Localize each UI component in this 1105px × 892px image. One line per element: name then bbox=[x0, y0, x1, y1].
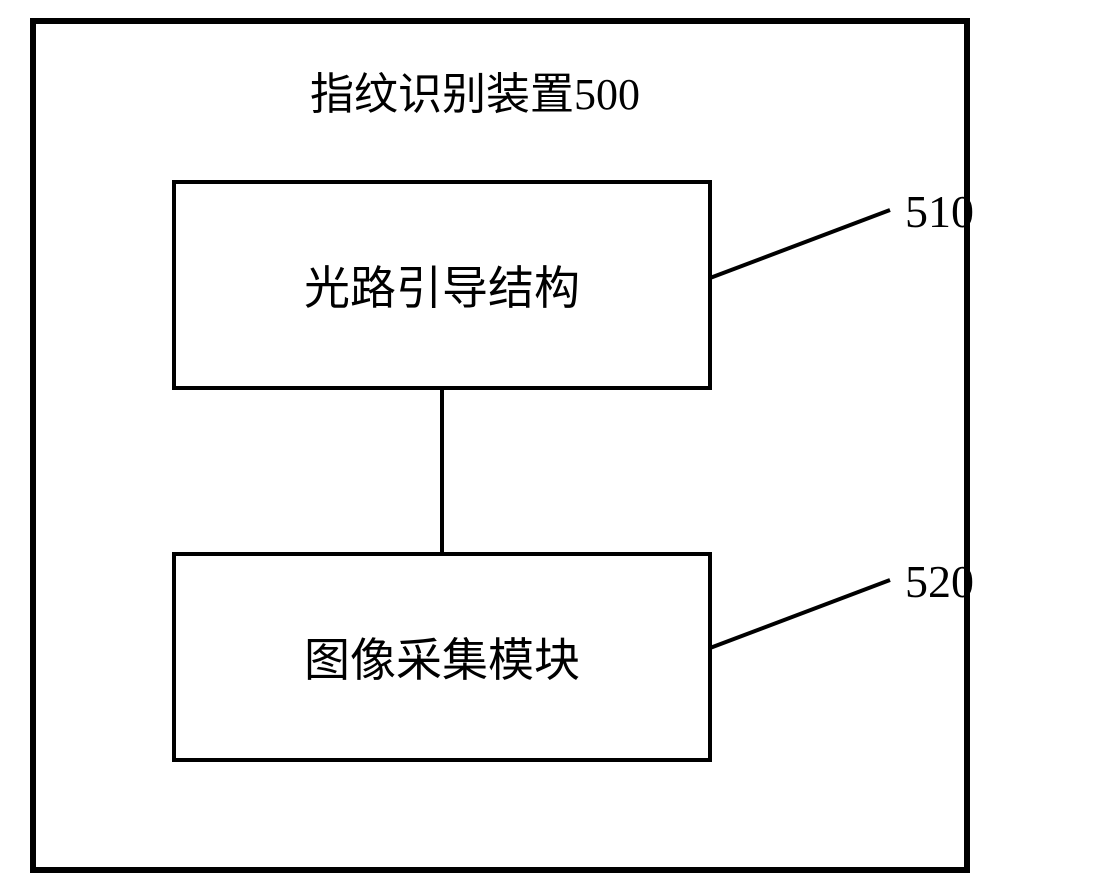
diagram-canvas: 指纹识别装置500 光路引导结构 510 图像采集模块 520 bbox=[0, 0, 1105, 892]
block-image-capture-module: 图像采集模块 bbox=[172, 552, 712, 762]
diagram-title: 指纹识别装置500 bbox=[310, 58, 640, 122]
block-optical-path-guide: 光路引导结构 bbox=[172, 180, 712, 390]
leader-line-520 bbox=[710, 580, 890, 648]
reference-number-510: 510 bbox=[905, 185, 974, 238]
leader-line-510 bbox=[710, 210, 890, 278]
connector-line bbox=[440, 390, 444, 552]
block-label: 图像采集模块 bbox=[304, 624, 580, 690]
block-label: 光路引导结构 bbox=[304, 252, 580, 318]
reference-number-520: 520 bbox=[905, 555, 974, 608]
